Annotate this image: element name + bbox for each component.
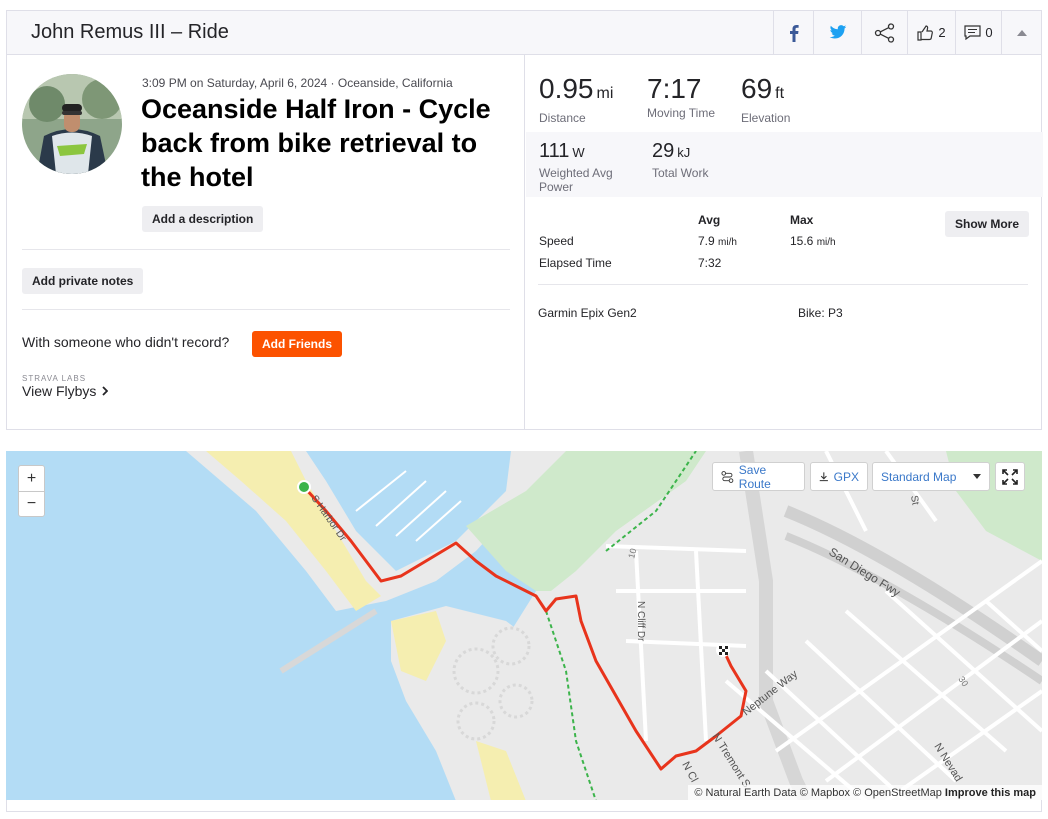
chevron-right-icon xyxy=(102,386,109,396)
zoom-out-button[interactable]: − xyxy=(19,491,44,516)
caret-down-icon xyxy=(973,474,981,479)
map-type-label: Standard Map xyxy=(881,469,957,484)
col-max: Max xyxy=(790,213,814,227)
moving-time-label: Moving Time xyxy=(647,106,716,120)
activity-summary: 3:09 PM on Saturday, April 6, 2024 · Oce… xyxy=(6,54,1043,430)
stat-total-work: 29 kJ Total Work xyxy=(652,140,708,180)
activity-header: John Remus III – Ride 2 0 xyxy=(6,10,1042,55)
stat-moving-time: 7:17 Moving Time xyxy=(647,73,716,121)
distance-label: Distance xyxy=(539,111,586,125)
device-name: Garmin Epix Gen2 xyxy=(538,306,637,320)
facebook-share-button[interactable] xyxy=(773,11,813,54)
divider xyxy=(538,284,1028,285)
work-unit: kJ xyxy=(677,145,691,160)
save-route-button[interactable]: Save Route xyxy=(712,462,805,491)
map-label-hwy2: 30 xyxy=(956,674,970,688)
comment-count: 0 xyxy=(985,25,993,40)
share-button[interactable] xyxy=(861,11,907,54)
header-title: John Remus III – Ride xyxy=(31,21,229,43)
gpx-label: GPX xyxy=(833,469,859,484)
add-description-button[interactable]: Add a description xyxy=(142,206,264,232)
share-icon xyxy=(874,22,894,43)
view-flybys-link[interactable]: View Flybys xyxy=(22,383,109,399)
divider xyxy=(22,249,510,250)
power-label: Weighted Avg Power xyxy=(539,166,613,194)
speed-avg: 7.9 mi/h xyxy=(698,234,737,248)
show-more-button[interactable]: Show More xyxy=(945,211,1030,237)
map-label-st: St xyxy=(908,495,921,506)
work-value: 29 xyxy=(652,140,675,162)
map-resize-handle[interactable] xyxy=(6,800,1042,812)
add-private-notes-button[interactable]: Add private notes xyxy=(22,268,144,294)
bike-name[interactable]: Bike: P3 xyxy=(798,306,843,320)
power-unit: W xyxy=(572,145,585,160)
download-icon xyxy=(819,472,828,482)
stat-elevation: 69 ft Elevation xyxy=(741,73,791,126)
view-flybys-label: View Flybys xyxy=(22,383,97,399)
stat-distance: 0.95 mi Distance xyxy=(539,73,614,126)
distance-value: 0.95 xyxy=(539,73,594,104)
secondary-stats xyxy=(526,132,1043,197)
fullscreen-icon xyxy=(1002,468,1018,485)
route-icon xyxy=(721,470,734,483)
kudos-button[interactable]: 2 xyxy=(907,11,955,54)
map-attribution: © Natural Earth Data © Mapbox © OpenStre… xyxy=(688,785,1042,801)
distance-unit: mi xyxy=(596,85,614,102)
map-label-cliff: N Cliff Dr xyxy=(635,601,646,642)
elevation-value: 69 xyxy=(741,73,773,104)
map-type-select[interactable]: Standard Map xyxy=(872,462,990,491)
col-avg: Avg xyxy=(698,213,721,227)
work-label: Total Work xyxy=(652,166,709,180)
elevation-unit: ft xyxy=(775,85,785,102)
activity-stats: 0.95 mi Distance 7:17 Moving Time 69 ft El… xyxy=(526,54,1043,429)
moving-time-value: 7:17 xyxy=(647,73,702,104)
strava-labs-label: STRAVA LABS xyxy=(22,374,87,383)
kudos-icon xyxy=(917,24,934,41)
activity-details: 3:09 PM on Saturday, April 6, 2024 · Oce… xyxy=(7,54,525,429)
twitter-share-button[interactable] xyxy=(813,11,861,54)
comment-button[interactable]: 0 xyxy=(955,11,1001,54)
facebook-icon xyxy=(789,24,799,42)
speed-max: 15.6 mi/h xyxy=(790,234,836,248)
divider xyxy=(22,309,510,310)
elapsed-avg: 7:32 xyxy=(698,256,722,270)
comment-icon xyxy=(964,25,981,40)
header-actions: 2 0 xyxy=(773,11,1041,54)
collapse-icon xyxy=(1016,29,1027,36)
map-canvas[interactable]: S Harbor Dr N Cliff Dr Neptune Way N Tre… xyxy=(6,451,1042,801)
avatar[interactable] xyxy=(22,74,122,174)
zoom-control: + − xyxy=(18,465,45,517)
kudos-count: 2 xyxy=(938,25,946,40)
power-value: 111 xyxy=(539,140,570,162)
elevation-label: Elevation xyxy=(741,111,791,125)
elapsed-label: Elapsed Time xyxy=(539,256,612,270)
zoom-in-button[interactable]: + xyxy=(26,469,37,487)
fullscreen-button[interactable] xyxy=(995,462,1025,491)
save-route-label: Save Route xyxy=(738,462,771,491)
speed-label: Speed xyxy=(539,234,574,248)
improve-map-link[interactable]: Improve this map xyxy=(944,787,1036,799)
collapse-button[interactable] xyxy=(1001,11,1041,54)
with-someone-text: With someone who didn't record? xyxy=(22,334,230,350)
twitter-icon xyxy=(829,25,846,39)
activity-map[interactable]: S Harbor Dr N Cliff Dr Neptune Way N Tre… xyxy=(6,451,1042,801)
gpx-button[interactable]: GPX xyxy=(810,462,868,491)
activity-title: Oceanside Half Iron - Cycle back from bi… xyxy=(141,94,491,192)
add-friends-button[interactable]: Add Friends xyxy=(252,331,343,357)
attribution-text: © Natural Earth Data © Mapbox © OpenStre… xyxy=(694,787,942,799)
stat-weighted-power: 111 W Weighted Avg Power xyxy=(539,140,634,194)
map-label-hwy: 10 xyxy=(626,547,638,559)
activity-date-location: 3:09 PM on Saturday, April 6, 2024 · Oce… xyxy=(142,76,453,90)
